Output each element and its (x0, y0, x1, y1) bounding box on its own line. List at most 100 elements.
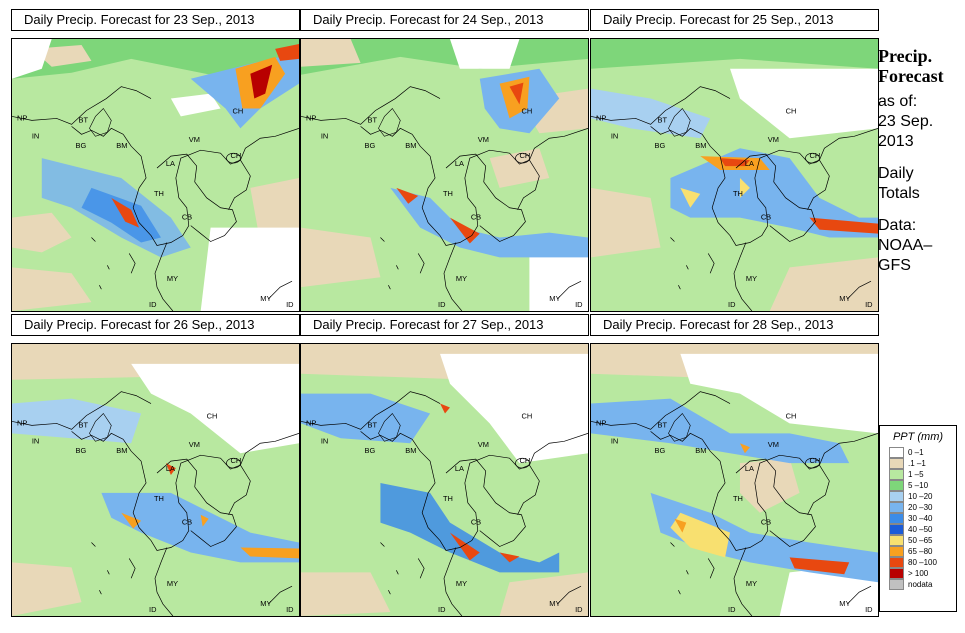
country-label-cb: CB (761, 213, 771, 222)
legend-item: 1 –5 (889, 469, 956, 480)
country-label-np: NP (306, 113, 316, 122)
legend-item: 65 –80 (889, 546, 956, 557)
legend-swatch (889, 524, 904, 535)
legend-swatch (889, 568, 904, 579)
country-label-bt: BT (79, 115, 89, 124)
data-line-2: NOAA– (878, 237, 933, 254)
country-label-cb: CB (182, 213, 192, 222)
forecast-panel-27-sep: Daily Precip. Forecast for 27 Sep., 2013… (300, 314, 589, 617)
country-label-vm: VM (478, 440, 489, 449)
panel-title: Daily Precip. Forecast for 24 Sep., 2013 (300, 9, 589, 31)
country-label-np: NP (306, 418, 316, 427)
panel-title: Daily Precip. Forecast for 26 Sep., 2013 (11, 314, 300, 336)
country-label-id2: ID (286, 300, 294, 309)
country-label-la: LA (166, 159, 175, 168)
asof-line-2: 23 Sep. (878, 113, 934, 130)
country-label-vm: VM (768, 135, 779, 144)
legend-item: .1 –1 (889, 458, 956, 469)
country-label-ch2: CH (519, 456, 530, 465)
country-label-bt: BT (658, 420, 668, 429)
country-label-id: ID (438, 300, 446, 309)
title-line-1: Precip. (878, 46, 933, 66)
country-label-in: IN (611, 131, 618, 140)
country-label-np: NP (596, 418, 606, 427)
country-label-bm: BM (116, 141, 127, 150)
country-label-my2: MY (549, 599, 560, 608)
title-line-2: Forecast (878, 66, 944, 86)
country-label-id2: ID (286, 605, 294, 614)
forecast-panel-28-sep: Daily Precip. Forecast for 28 Sep., 2013… (590, 314, 879, 617)
country-label-th: TH (154, 189, 164, 198)
country-label-la: LA (455, 464, 464, 473)
country-label-my: MY (456, 274, 467, 283)
country-label-vm: VM (768, 440, 779, 449)
country-label-my: MY (167, 579, 178, 588)
country-label-bm: BM (405, 446, 416, 455)
country-label-ch: CH (786, 106, 797, 115)
country-label-ch2: CH (230, 151, 241, 160)
country-label-bm: BM (695, 446, 706, 455)
legend-swatch (889, 513, 904, 524)
legend-swatch (889, 579, 904, 590)
legend-item: 80 –100 (889, 557, 956, 568)
forecast-panel-26-sep: Daily Precip. Forecast for 26 Sep., 2013… (11, 314, 300, 617)
country-label-vm: VM (189, 440, 200, 449)
country-label-bg: BG (365, 446, 376, 455)
country-label-id: ID (728, 300, 736, 309)
panel-title: Daily Precip. Forecast for 23 Sep., 2013 (11, 9, 300, 31)
country-label-bg: BG (655, 446, 666, 455)
legend-label: 50 –65 (908, 536, 933, 545)
country-label-my2: MY (839, 599, 850, 608)
legend-label: 30 –40 (908, 514, 933, 523)
country-label-bt: BT (368, 420, 378, 429)
forecast-info: Precip. Forecast as of: 23 Sep. 2013 Dai… (878, 46, 963, 276)
legend-item: 40 –50 (889, 524, 956, 535)
legend-label: > 100 (908, 569, 929, 578)
country-label-id2: ID (865, 605, 873, 614)
legend-swatch (889, 469, 904, 480)
country-label-ch2: CH (809, 456, 820, 465)
legend-label: nodata (908, 580, 933, 589)
legend-swatch (889, 447, 904, 458)
country-label-bt: BT (658, 115, 668, 124)
country-label-th: TH (443, 494, 453, 503)
legend-label: 65 –80 (908, 547, 933, 556)
precip-map: NP BT BG IN CH BM VM LA TH CB CH MY ID M… (300, 38, 589, 312)
country-label-id2: ID (575, 605, 583, 614)
country-label-id: ID (149, 300, 157, 309)
country-label-np: NP (17, 113, 27, 122)
country-label-cb: CB (471, 213, 481, 222)
panel-title: Daily Precip. Forecast for 27 Sep., 2013 (300, 314, 589, 336)
legend-item: 5 –10 (889, 480, 956, 491)
legend-label: 5 –10 (908, 481, 929, 490)
legend-label: 1 –5 (908, 470, 924, 479)
country-label-la: LA (455, 159, 464, 168)
country-label-ch: CH (521, 106, 532, 115)
country-label-la: LA (745, 159, 754, 168)
country-label-in: IN (32, 436, 39, 445)
legend-label: .1 –1 (908, 459, 926, 468)
legend-swatch (889, 546, 904, 557)
country-label-np: NP (17, 418, 27, 427)
country-label-th: TH (154, 494, 164, 503)
country-label-th: TH (733, 494, 743, 503)
legend-item: nodata (889, 579, 956, 590)
country-label-my2: MY (260, 599, 271, 608)
precip-map: NP BT BG IN CH BM VM LA TH CB CH MY ID M… (11, 343, 300, 617)
country-label-th: TH (733, 189, 743, 198)
country-label-my: MY (167, 274, 178, 283)
country-label-ch: CH (232, 106, 243, 115)
country-label-my2: MY (260, 294, 271, 303)
country-label-my: MY (746, 579, 757, 588)
legend-swatch (889, 491, 904, 502)
precip-map: NP BT BG IN CH BM VM LA TH CB CH MY ID M… (300, 343, 589, 617)
country-label-la: LA (745, 464, 754, 473)
legend-label: 0 –1 (908, 448, 924, 457)
country-label-bm: BM (116, 446, 127, 455)
country-label-ch: CH (521, 411, 532, 420)
country-label-ch2: CH (519, 151, 530, 160)
country-label-cb: CB (761, 518, 771, 527)
legend-item: 20 –30 (889, 502, 956, 513)
country-label-ch: CH (786, 411, 797, 420)
country-label-bg: BG (76, 446, 87, 455)
